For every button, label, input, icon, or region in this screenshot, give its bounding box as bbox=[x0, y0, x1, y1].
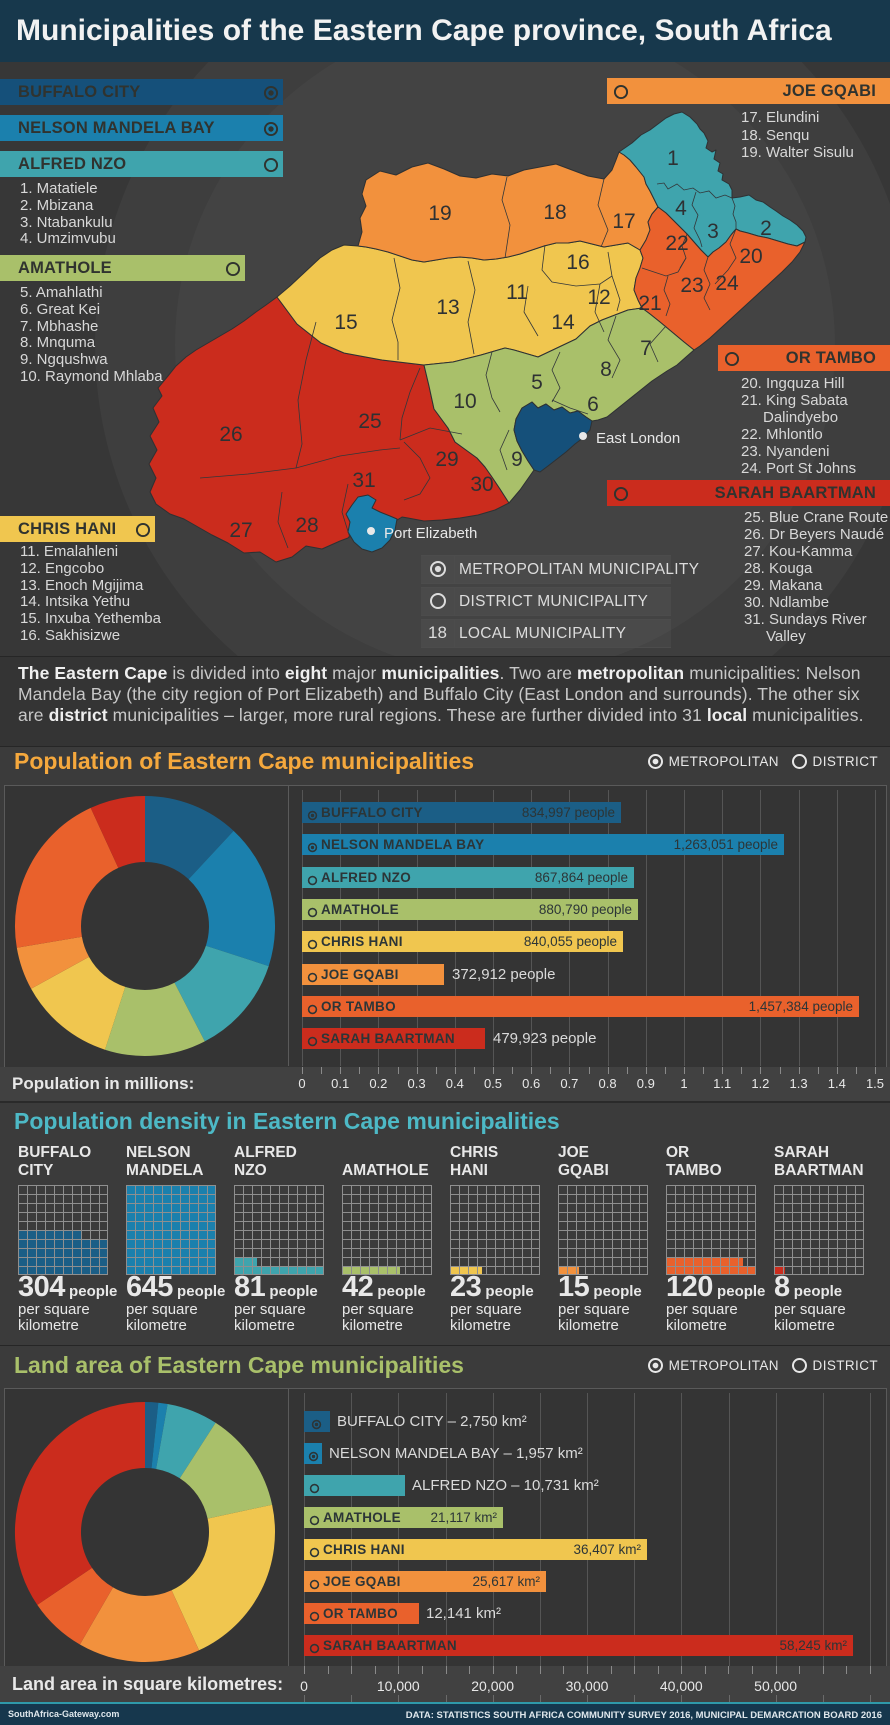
svg-text:16: 16 bbox=[566, 251, 589, 274]
svg-text:20: 20 bbox=[739, 245, 762, 268]
svg-text:30: 30 bbox=[470, 473, 493, 496]
svg-text:19: 19 bbox=[428, 202, 451, 225]
svg-text:10: 10 bbox=[453, 390, 476, 413]
svg-text:15: 15 bbox=[334, 311, 357, 334]
svg-text:18: 18 bbox=[543, 201, 566, 224]
svg-text:24: 24 bbox=[715, 272, 739, 295]
svg-text:East London: East London bbox=[596, 430, 680, 447]
svg-text:6: 6 bbox=[587, 393, 599, 416]
svg-text:12: 12 bbox=[587, 286, 610, 309]
svg-text:1: 1 bbox=[667, 147, 679, 170]
svg-text:14: 14 bbox=[551, 311, 575, 334]
svg-text:29: 29 bbox=[435, 448, 458, 471]
svg-text:2: 2 bbox=[760, 217, 772, 240]
svg-text:11: 11 bbox=[506, 281, 528, 304]
svg-text:7: 7 bbox=[640, 337, 652, 360]
svg-text:23: 23 bbox=[680, 274, 703, 297]
svg-text:13: 13 bbox=[436, 296, 459, 319]
svg-text:17: 17 bbox=[612, 210, 635, 233]
svg-text:9: 9 bbox=[511, 448, 523, 471]
svg-text:27: 27 bbox=[229, 519, 252, 542]
svg-text:5: 5 bbox=[531, 371, 543, 394]
svg-text:21: 21 bbox=[638, 292, 661, 315]
svg-text:8: 8 bbox=[600, 358, 612, 381]
svg-text:4: 4 bbox=[675, 197, 687, 220]
svg-text:Port Elizabeth: Port Elizabeth bbox=[384, 525, 477, 542]
svg-text:31: 31 bbox=[352, 469, 375, 492]
svg-text:26: 26 bbox=[219, 423, 242, 446]
svg-text:22: 22 bbox=[665, 232, 688, 255]
svg-text:3: 3 bbox=[707, 220, 719, 243]
svg-text:28: 28 bbox=[295, 514, 318, 537]
svg-text:25: 25 bbox=[358, 410, 381, 433]
